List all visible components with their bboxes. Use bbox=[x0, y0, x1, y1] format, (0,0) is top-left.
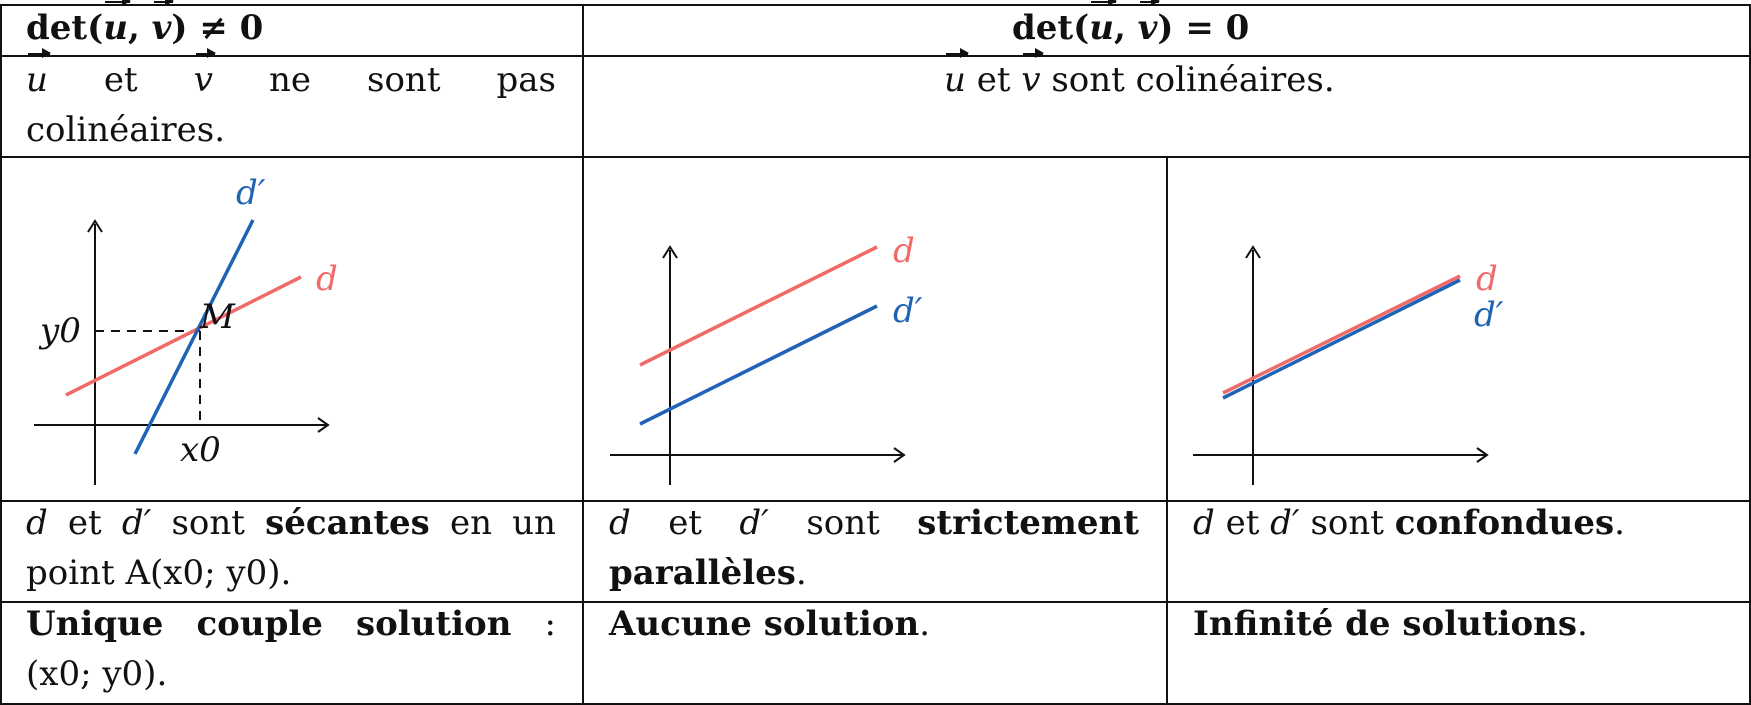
vectors-right: u et v sont colinéaires. bbox=[944, 48, 1335, 106]
solutions-col2: Aucune solution. bbox=[609, 604, 930, 644]
y-axis-arrow bbox=[662, 245, 678, 259]
label-d-prime: d′ bbox=[236, 173, 266, 213]
vector-u: u bbox=[26, 48, 51, 106]
vector-u: u bbox=[103, 0, 131, 54]
line-d bbox=[1222, 274, 1461, 395]
line-d-prime bbox=[639, 304, 878, 426]
line-d bbox=[65, 275, 302, 397]
solutions-col3: Infinité de solutions. bbox=[1193, 604, 1588, 644]
label-M: M bbox=[199, 297, 236, 337]
x-axis-arrow bbox=[893, 447, 906, 463]
vector-v: v bbox=[1021, 48, 1044, 106]
vector-v: v bbox=[1138, 0, 1161, 54]
line-d-prime bbox=[133, 219, 255, 455]
x-axis-arrow bbox=[317, 417, 330, 433]
header-right: det(u, v) = 0 bbox=[1012, 0, 1249, 54]
y-axis-arrow bbox=[87, 219, 103, 233]
label-x0: x0 bbox=[180, 430, 221, 470]
label-d-prime: d′ bbox=[893, 291, 923, 331]
position-col2-line2: parallèles. bbox=[609, 553, 807, 593]
label-d: d bbox=[1476, 259, 1498, 299]
position-col2-line1: d et d′ sont strictement bbox=[609, 503, 1139, 543]
y-axis-arrow bbox=[1245, 245, 1261, 259]
x-axis-arrow bbox=[1476, 447, 1489, 463]
position-col3: d et d′ sont confondues. bbox=[1193, 503, 1625, 543]
label-d-prime: d′ bbox=[1474, 295, 1504, 335]
position-col1-line2: point A(x0; y0). bbox=[26, 553, 292, 593]
solutions-col1-line2: (x0; y0). bbox=[26, 654, 168, 694]
line-d-prime bbox=[1222, 278, 1461, 400]
solutions-col1-line1: Unique couple solution : bbox=[26, 604, 556, 644]
vectors-left-line1: u et v ne sont pas bbox=[26, 48, 556, 106]
header-left: det(u, v) ≠ 0 bbox=[26, 0, 263, 54]
label-y0: y0 bbox=[38, 311, 81, 351]
vector-v: v bbox=[194, 48, 217, 106]
vector-u: u bbox=[1089, 0, 1117, 54]
vector-u: u bbox=[944, 48, 969, 106]
line-d bbox=[639, 245, 878, 367]
vector-v: v bbox=[152, 0, 175, 54]
label-d: d bbox=[893, 231, 915, 271]
vectors-left-line2: colinéaires. bbox=[26, 110, 226, 150]
position-col1-line1: d et d′ sont sécantes en un bbox=[26, 503, 556, 543]
label-d: d bbox=[316, 259, 338, 299]
